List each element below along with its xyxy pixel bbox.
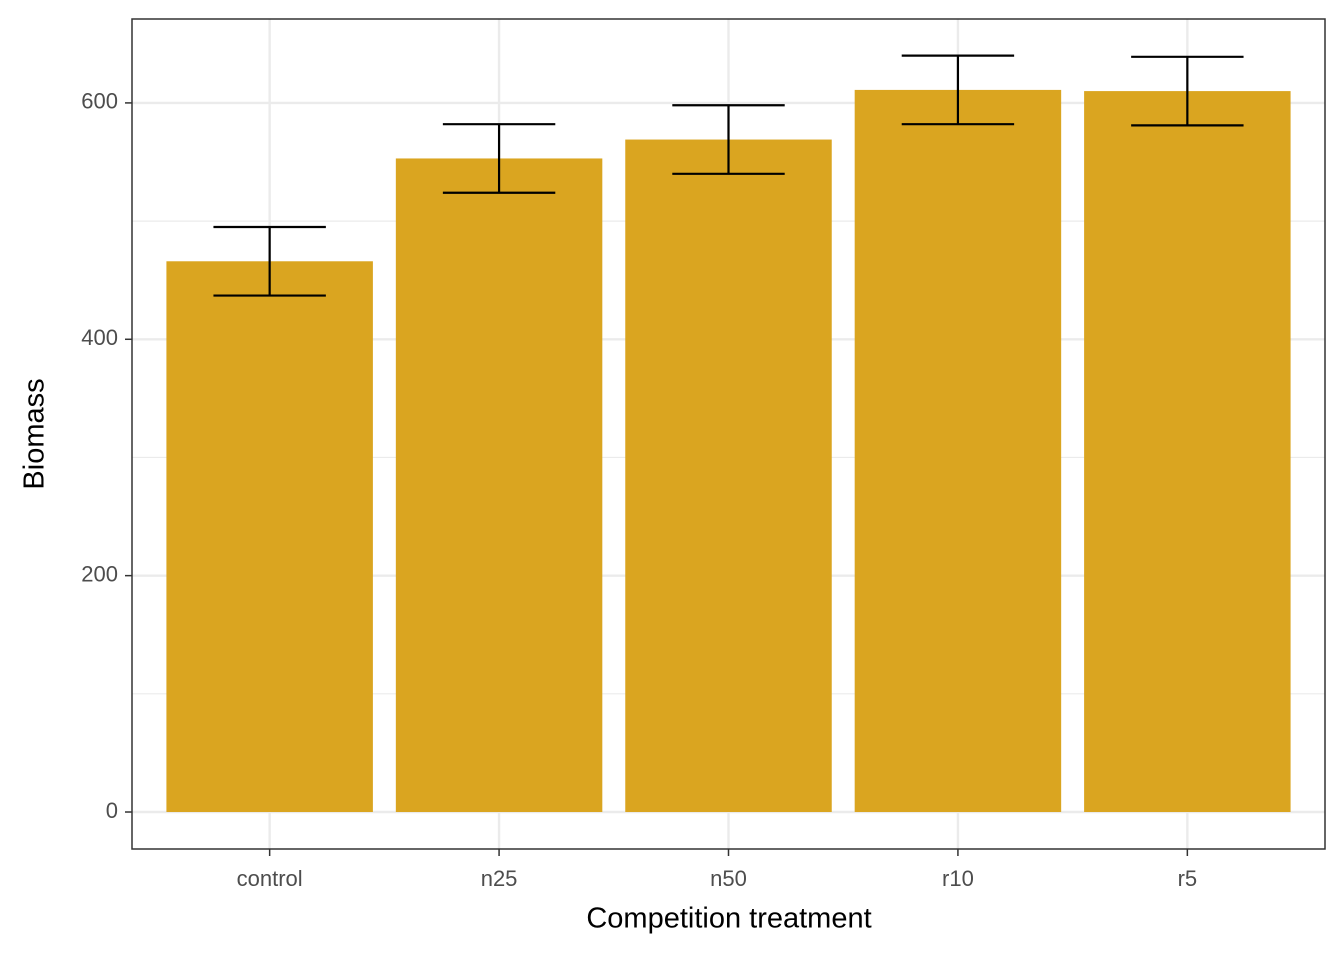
bar — [395, 158, 603, 813]
y-axis-title: Biomass — [19, 378, 51, 489]
x-tick-label: r5 — [1178, 866, 1198, 891]
error-bar — [1131, 55, 1244, 127]
x-tick-label: control — [237, 866, 303, 891]
bar — [625, 139, 832, 813]
x-tick-label: n25 — [481, 866, 518, 891]
panel-border — [131, 18, 1326, 850]
error-bar — [901, 54, 1015, 126]
y-tick-label: 200 — [81, 561, 118, 586]
y-tick-label: 0 — [106, 798, 118, 823]
y-tick-label: 400 — [81, 325, 118, 350]
x-tick-label: n50 — [710, 866, 747, 891]
error-bar — [442, 123, 556, 194]
error-bar — [213, 225, 326, 297]
bar — [1084, 91, 1291, 813]
bar — [166, 261, 373, 813]
x-axis-title: Competition treatment — [586, 903, 871, 935]
bar — [854, 89, 1062, 813]
error-bar — [672, 104, 785, 175]
y-tick-label: 600 — [81, 89, 118, 114]
x-tick-label: r10 — [942, 866, 974, 891]
